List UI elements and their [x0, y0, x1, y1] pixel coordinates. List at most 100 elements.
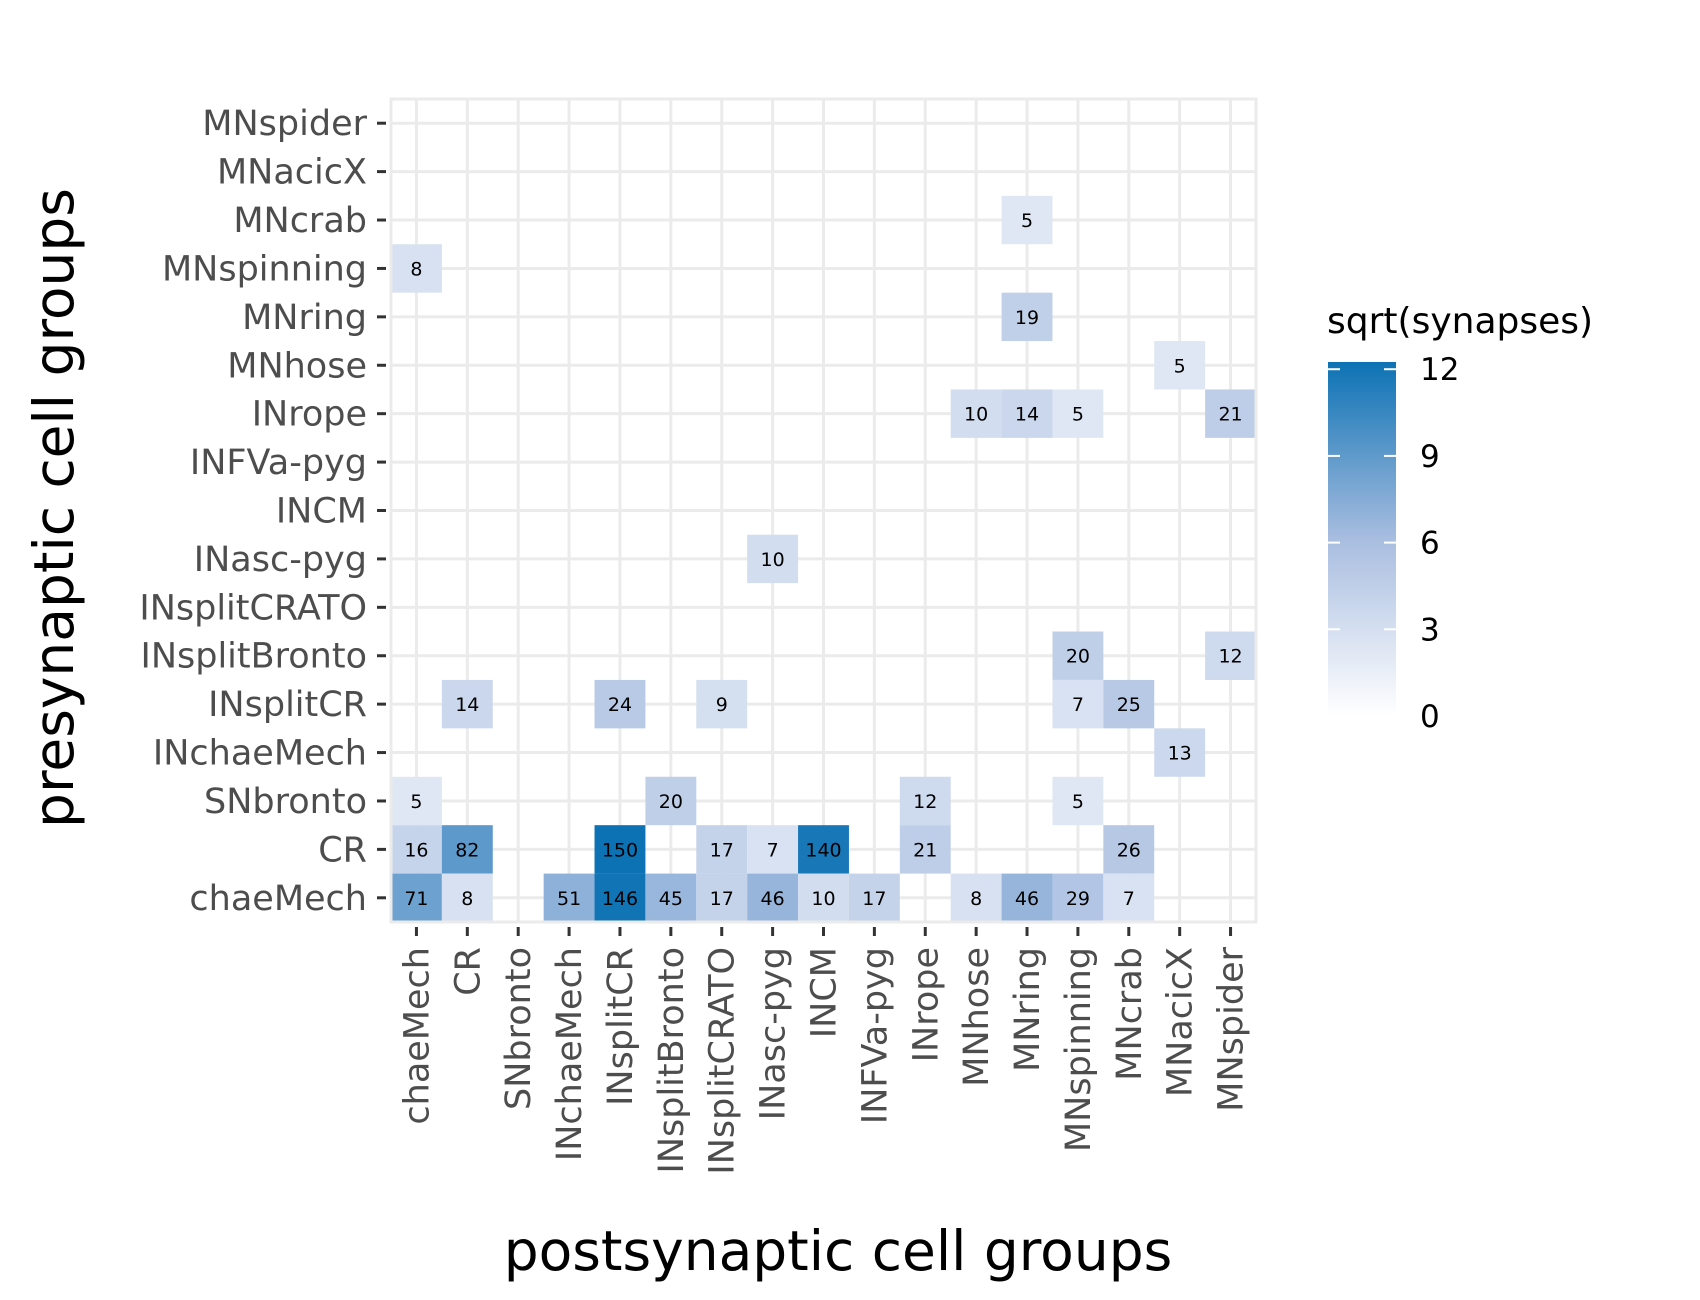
legend-title: sqrt(synapses) [1327, 301, 1593, 342]
cell-value-label: 7 [1072, 694, 1084, 716]
color-legend: sqrt(synapses) 0 3 6 9 12 [1327, 301, 1593, 735]
heatmap-cell [441, 679, 493, 729]
legend-tick-label: 9 [1420, 439, 1440, 475]
heatmap-cell [391, 776, 442, 826]
cell-value-label: 20 [659, 791, 683, 813]
x-tick-label: INasc-pyg [754, 947, 794, 1120]
cell-value-label: 25 [1117, 694, 1141, 716]
cell-value-label: 46 [1015, 888, 1039, 910]
y-tick-label: INsplitBronto [141, 637, 368, 677]
cell-value-label: 20 [1066, 646, 1090, 668]
heatmap-cell [1052, 631, 1104, 680]
x-axis-title: postsynaptic cell groups [504, 1219, 1173, 1283]
cell-value-label: 17 [710, 888, 734, 910]
cell-value-label: 26 [1117, 839, 1141, 861]
y-axis: chaeMech CR SNbronto INchaeMech INsplitCR INs… [139, 104, 386, 919]
cell-value-label: 45 [659, 888, 683, 910]
cell-value-label: 29 [1066, 888, 1090, 910]
x-tick-label: INsplitCRATO [703, 947, 743, 1175]
cell-value-label: 8 [461, 888, 473, 910]
x-tick-label: INsplitBronto [652, 947, 692, 1174]
y-axis-title: presynaptic cell groups [22, 188, 86, 828]
heatmap-cell [747, 873, 799, 922]
cell-value-label: 24 [608, 694, 632, 716]
y-tick-label: SNbronto [204, 782, 367, 822]
cell-value-label: 10 [761, 549, 785, 571]
heatmap-cell [1052, 873, 1104, 922]
y-tick-label: MNcrab [233, 201, 367, 241]
heatmap-cell [594, 873, 646, 922]
heatmap-cell [747, 534, 799, 584]
cell-value-label: 51 [557, 888, 581, 910]
cell-value-label: 7 [767, 839, 779, 861]
heatmap-cell [950, 389, 1002, 438]
legend-ticks: 0 3 6 9 12 [1328, 352, 1459, 735]
cell-value-label: 21 [913, 839, 937, 861]
cell-value-label: 14 [1015, 404, 1039, 426]
y-tick-label: INasc-pyg [194, 540, 367, 580]
cell-value-label: 8 [410, 258, 422, 280]
cell-value-label: 5 [1021, 210, 1033, 232]
cell-value-label: 12 [913, 791, 937, 813]
cell-value-label: 46 [761, 888, 785, 910]
heatmap-cell [899, 825, 951, 874]
heatmap-cell [594, 679, 646, 729]
cell-value-label: 16 [404, 839, 428, 861]
y-tick-label: chaeMech [189, 879, 367, 919]
heatmap-cell [645, 776, 697, 826]
heatmap-cell [1001, 292, 1053, 342]
panel-border [389, 97, 1258, 924]
heatmap-cell [848, 873, 900, 922]
cell-value-label: 5 [1072, 791, 1084, 813]
heatmap-cell [391, 244, 442, 293]
cell-value-label: 10 [811, 888, 835, 910]
cell-value-label: 5 [1174, 355, 1186, 377]
x-tick-label: MNspider [1212, 946, 1252, 1111]
heatmap-cell [1052, 389, 1104, 438]
x-tick-label: MNhose [957, 947, 997, 1087]
heatmap-cell [1052, 679, 1104, 729]
x-tick-label: INchaeMech [550, 947, 590, 1161]
cell-value-label: 71 [404, 888, 428, 910]
legend-tick-label: 6 [1420, 526, 1440, 562]
heatmap-cell [899, 776, 951, 826]
x-tick-label: MNacicX [1161, 947, 1201, 1097]
cell-value-label: 14 [455, 694, 479, 716]
heatmap-cell [645, 873, 697, 922]
cell-value-label: 17 [710, 839, 734, 861]
cell-value-label: 9 [716, 694, 728, 716]
y-tick-label: MNring [242, 298, 367, 338]
y-tick-label: MNspinning [162, 249, 367, 289]
heatmap-cell [1052, 776, 1104, 826]
cell-value-label: 19 [1015, 307, 1039, 329]
y-tick-label: MNhose [227, 346, 367, 386]
panel-outline [389, 97, 1258, 924]
y-tick-label: INrope [252, 395, 367, 435]
x-axis: chaeMech CR SNbronto INchaeMech INsplitCR INs… [397, 927, 1252, 1175]
heatmap-cell [696, 679, 748, 729]
x-tick-label: INFVa-pyg [855, 947, 895, 1124]
y-tick-label: INsplitCRATO [139, 588, 367, 628]
heatmap-cell [1103, 679, 1155, 729]
x-tick-label: INsplitCR [601, 947, 641, 1106]
heatmap-cell [391, 873, 442, 922]
heatmap-cell [1205, 389, 1256, 438]
cell-value-label: 7 [1123, 888, 1135, 910]
heatmap-cell [391, 825, 442, 874]
cell-value-label: 12 [1218, 646, 1242, 668]
y-tick-label: INCM [276, 492, 367, 532]
cell-value-label: 82 [455, 839, 479, 861]
heatmap-cell [594, 825, 646, 874]
heatmap-cell [747, 825, 799, 874]
x-tick-label: INCM [805, 947, 845, 1038]
heatmap-cell [543, 873, 595, 922]
x-tick-label: MNcrab [1110, 947, 1150, 1081]
heatmap-cell [1154, 728, 1206, 777]
y-tick-label: MNacicX [217, 153, 367, 193]
cell-value-label: 5 [1072, 404, 1084, 426]
y-tick-label: INchaeMech [153, 734, 367, 774]
x-tick-label: chaeMech [397, 947, 437, 1125]
x-tick-label: CR [448, 947, 488, 996]
